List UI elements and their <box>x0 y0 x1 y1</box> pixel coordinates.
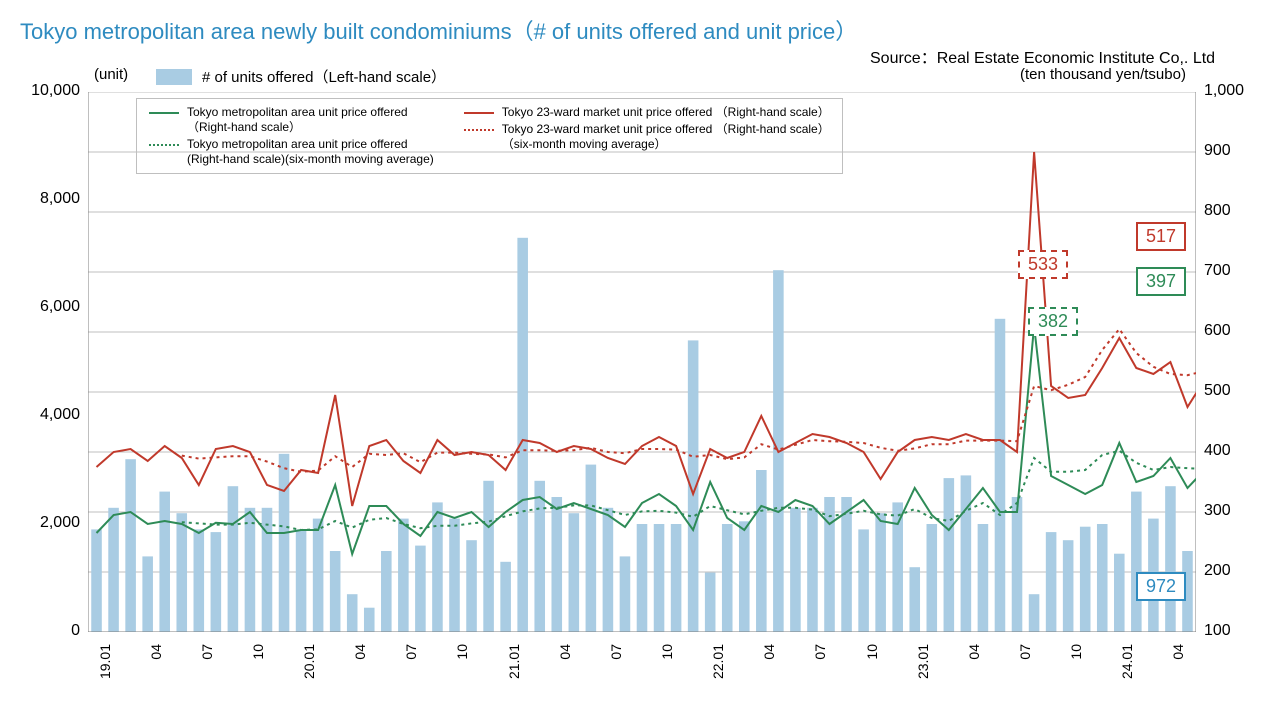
x-tick: 24.01 <box>1119 644 1135 704</box>
x-tick: 07 <box>608 644 624 704</box>
x-tick: 07 <box>1017 644 1033 704</box>
left-axis-unit: (unit) <box>94 66 128 83</box>
x-tick: 10 <box>659 644 675 704</box>
y-left-tick: 4,000 <box>18 406 80 424</box>
x-tick: 10 <box>864 644 880 704</box>
callout-397: 397 <box>1136 267 1186 296</box>
x-tick: 10 <box>454 644 470 704</box>
y-left-tick: 6,000 <box>18 298 80 316</box>
source-text: Source：Real Estate Economic Institute Co… <box>870 44 1215 68</box>
x-tick: 10 <box>1068 644 1084 704</box>
x-tick: 20.01 <box>301 644 317 704</box>
y-right-tick: 800 <box>1204 202 1231 220</box>
x-tick: 04 <box>1170 644 1186 704</box>
chart-plot <box>88 92 1196 632</box>
y-right-tick: 1,000 <box>1204 82 1244 100</box>
y-right-tick: 500 <box>1204 382 1231 400</box>
x-tick: 19.01 <box>97 644 113 704</box>
x-tick: 21.01 <box>506 644 522 704</box>
callout-533: 533 <box>1018 250 1068 279</box>
legend-bar: # of units offered（Left-hand scale） <box>156 66 446 87</box>
y-right-tick: 600 <box>1204 322 1231 340</box>
legend-bar-swatch <box>156 69 192 85</box>
callout-382: 382 <box>1028 307 1078 336</box>
x-tick: 04 <box>352 644 368 704</box>
x-tick: 04 <box>761 644 777 704</box>
callout-972: 972 <box>1136 572 1186 601</box>
y-left-tick: 0 <box>18 622 80 640</box>
x-tick: 04 <box>966 644 982 704</box>
x-tick: 04 <box>148 644 164 704</box>
y-right-tick: 200 <box>1204 562 1231 580</box>
y-right-tick: 700 <box>1204 262 1231 280</box>
x-tick: 07 <box>199 644 215 704</box>
y-left-tick: 10,000 <box>18 82 80 100</box>
y-left-tick: 8,000 <box>18 190 80 208</box>
y-right-tick: 300 <box>1204 502 1231 520</box>
y-right-tick: 900 <box>1204 142 1231 160</box>
x-tick: 04 <box>557 644 573 704</box>
legend-bar-label: # of units offered（Left-hand scale） <box>202 66 446 87</box>
x-tick: 07 <box>812 644 828 704</box>
chart-title: Tokyo metropolitan area newly built cond… <box>20 14 857 46</box>
x-tick: 23.01 <box>915 644 931 704</box>
y-right-tick: 400 <box>1204 442 1231 460</box>
y-right-tick: 100 <box>1204 622 1231 640</box>
x-tick: 22.01 <box>710 644 726 704</box>
x-tick: 07 <box>403 644 419 704</box>
callout-517: 517 <box>1136 222 1186 251</box>
right-axis-unit: (ten thousand yen/tsubo) <box>1020 66 1186 83</box>
y-left-tick: 2,000 <box>18 514 80 532</box>
x-tick: 10 <box>250 644 266 704</box>
